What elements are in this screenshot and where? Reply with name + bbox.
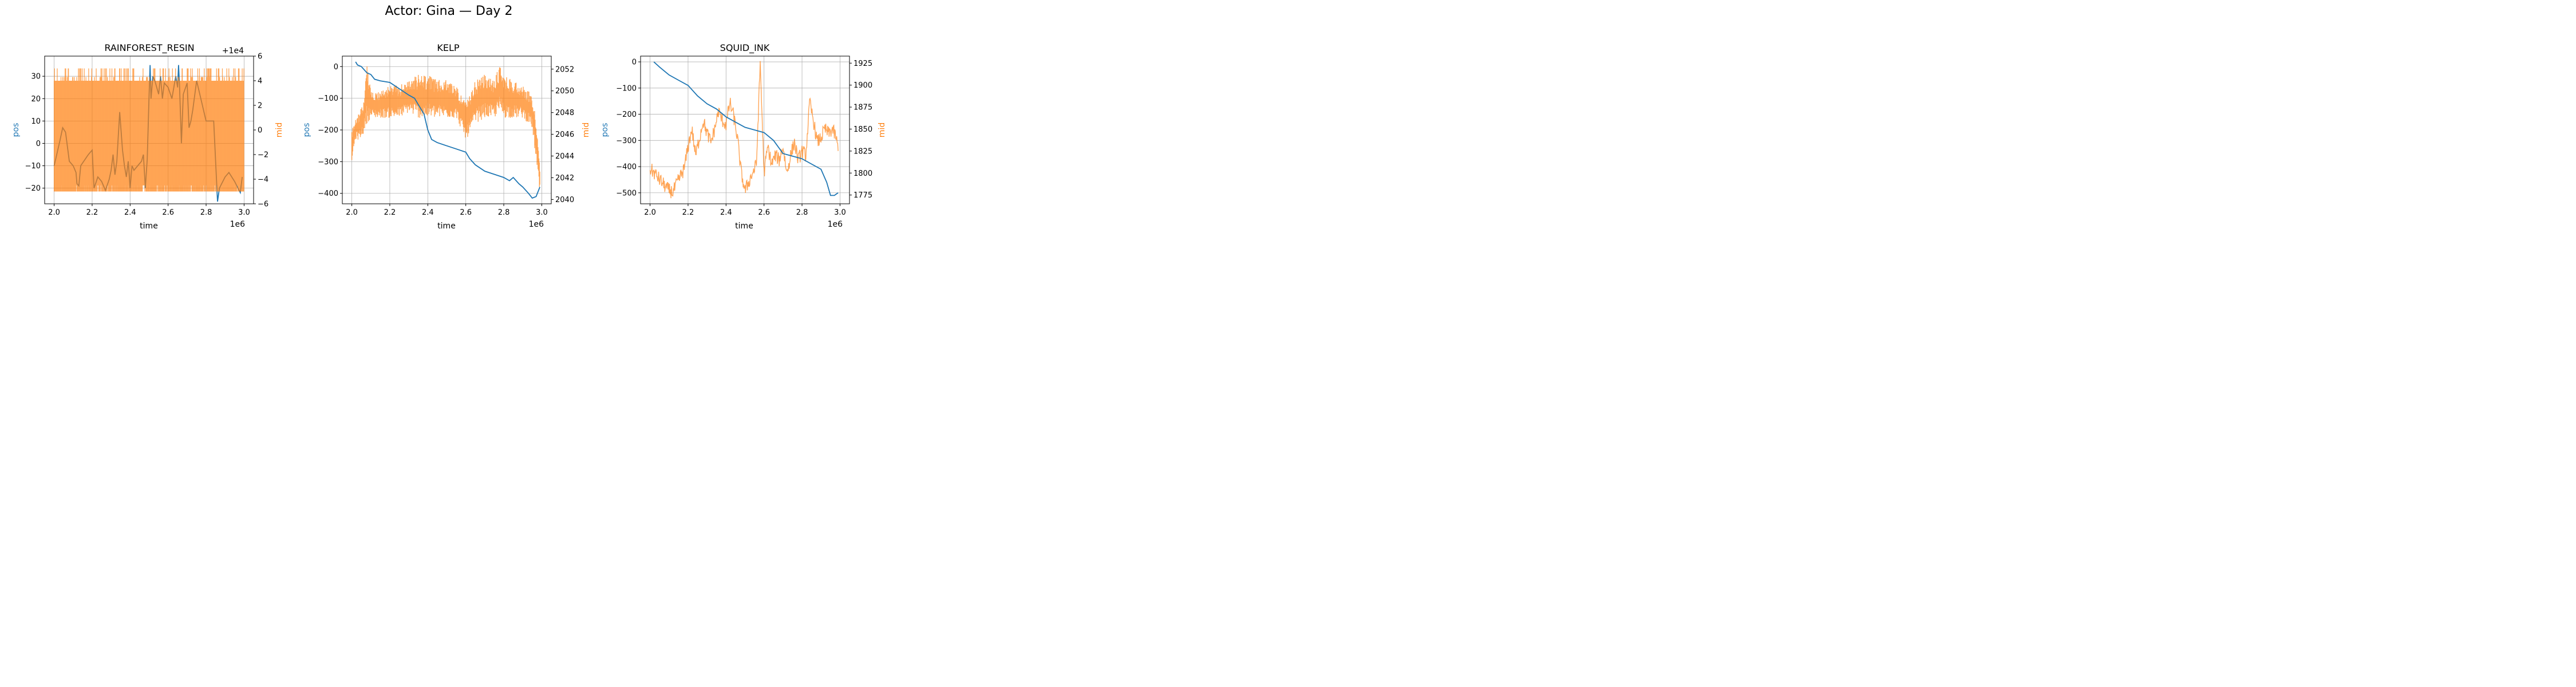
y2-tick-label: 1900 bbox=[854, 81, 872, 90]
y2-tick-label: 2042 bbox=[555, 174, 574, 183]
x-tick-label: 2.2 bbox=[86, 208, 98, 217]
x-tick-label: 2.8 bbox=[796, 208, 808, 217]
y2-tick-label: 2040 bbox=[555, 196, 574, 204]
y2-axis-label: mid bbox=[878, 123, 887, 137]
y-axis-label: pos bbox=[302, 123, 311, 137]
plot-area bbox=[649, 61, 839, 199]
y2-tick-label: 2044 bbox=[555, 152, 574, 161]
y2-tick-label: −2 bbox=[258, 151, 268, 160]
x-tick-label: 2.2 bbox=[384, 208, 396, 217]
x-tick-label: 2.2 bbox=[682, 208, 694, 217]
chart-rainforest-resin: RAINFOREST_RESIN +1e4 1e6 time pos mid 2… bbox=[11, 42, 284, 231]
x-tick-label: 2.0 bbox=[644, 208, 656, 217]
x-tick-label: 2.6 bbox=[758, 208, 770, 217]
x-tick-label: 2.8 bbox=[200, 208, 212, 217]
y-tick-label: −500 bbox=[616, 189, 637, 198]
x-axis-label: time bbox=[437, 222, 456, 231]
y-axis-label: pos bbox=[600, 123, 610, 137]
y2-tick-label: 1925 bbox=[854, 60, 872, 68]
y-tick-label: −100 bbox=[318, 94, 338, 103]
y-tick-label: −200 bbox=[318, 127, 338, 135]
chart-kelp: KELP 1e6 time pos mid 2.0 2.2 2.4 2.6 2.8 3.0… bbox=[302, 42, 591, 231]
y2-tick-label: 1775 bbox=[854, 191, 872, 200]
y2-offset-label: +1e4 bbox=[222, 46, 244, 56]
mid-series-band bbox=[351, 66, 540, 187]
y2-tick-label: 1800 bbox=[854, 169, 872, 178]
y-tick-label: 0 bbox=[36, 140, 41, 148]
y2-tick-label: 2052 bbox=[555, 65, 574, 74]
pos-series-line bbox=[355, 61, 540, 199]
y2-tick-label: 2 bbox=[258, 102, 262, 110]
y-tick-label: 30 bbox=[31, 73, 41, 81]
x-axis-label: time bbox=[140, 222, 158, 231]
y2-tick-label: 0 bbox=[258, 127, 262, 135]
chart-title: SQUID_INK bbox=[720, 42, 770, 54]
y-tick-label: −400 bbox=[616, 163, 637, 172]
x-tick-label: 2.6 bbox=[162, 208, 174, 217]
x-axis-label: time bbox=[735, 222, 753, 231]
plot-area bbox=[351, 61, 540, 199]
x-offset-label: 1e6 bbox=[230, 220, 246, 229]
y2-tick-label: 1825 bbox=[854, 147, 872, 156]
mid-series-band bbox=[53, 68, 244, 192]
y2-tick-label: 6 bbox=[258, 53, 262, 61]
y-tick-label: −200 bbox=[616, 110, 637, 119]
y-tick-label: −100 bbox=[616, 84, 637, 93]
chart-title: KELP bbox=[437, 42, 460, 53]
x-tick-label: 3.0 bbox=[834, 208, 846, 217]
y2-tick-label: 4 bbox=[258, 77, 262, 86]
x-tick-label: 2.4 bbox=[720, 208, 732, 217]
y-tick-label: −400 bbox=[318, 189, 338, 198]
y-axis-label: pos bbox=[11, 123, 21, 137]
y-tick-label: 10 bbox=[31, 117, 41, 126]
y-tick-label: −300 bbox=[318, 158, 338, 167]
y-tick-label: 0 bbox=[632, 58, 637, 67]
figure: Actor: Gina — Day 2 RAINFOREST_RESIN +1e… bbox=[11, 4, 887, 231]
x-tick-label: 2.8 bbox=[498, 208, 510, 217]
y-tick-label: 20 bbox=[31, 95, 41, 104]
x-offset-label: 1e6 bbox=[529, 220, 544, 229]
y2-axis-label: mid bbox=[582, 123, 591, 137]
mid-series-line bbox=[649, 61, 839, 199]
y2-tick-label: 2048 bbox=[555, 109, 574, 117]
axes-frame bbox=[640, 56, 850, 204]
x-offset-label: 1e6 bbox=[828, 220, 843, 229]
y2-tick-label: 1850 bbox=[854, 125, 872, 134]
plot-area bbox=[53, 65, 244, 202]
pos-series-line bbox=[653, 61, 839, 196]
figure-title: Actor: Gina — Day 2 bbox=[385, 4, 513, 18]
y-tick-label: −20 bbox=[25, 184, 41, 193]
y2-axis-label: mid bbox=[275, 123, 284, 137]
y2-tick-label: 1875 bbox=[854, 104, 872, 112]
chart-squid-ink: SQUID_INK 1e6 time pos mid 2.0 2.2 2.4 2.6 2… bbox=[600, 42, 887, 231]
x-tick-label: 2.0 bbox=[346, 208, 358, 217]
x-tick-label: 3.0 bbox=[238, 208, 250, 217]
y2-tick-label: −6 bbox=[258, 200, 268, 209]
y-tick-label: 0 bbox=[334, 63, 338, 72]
y2-tick-label: −4 bbox=[258, 176, 268, 184]
x-tick-label: 3.0 bbox=[536, 208, 548, 217]
y2-tick-label: 2050 bbox=[555, 87, 574, 96]
x-tick-label: 2.6 bbox=[460, 208, 472, 217]
y-tick-label: −10 bbox=[25, 162, 41, 171]
x-tick-label: 2.0 bbox=[48, 208, 60, 217]
x-tick-label: 2.4 bbox=[422, 208, 434, 217]
chart-title: RAINFOREST_RESIN bbox=[104, 42, 194, 54]
x-tick-label: 2.4 bbox=[124, 208, 136, 217]
y-tick-label: −300 bbox=[616, 137, 637, 145]
y2-tick-label: 2046 bbox=[555, 131, 574, 139]
